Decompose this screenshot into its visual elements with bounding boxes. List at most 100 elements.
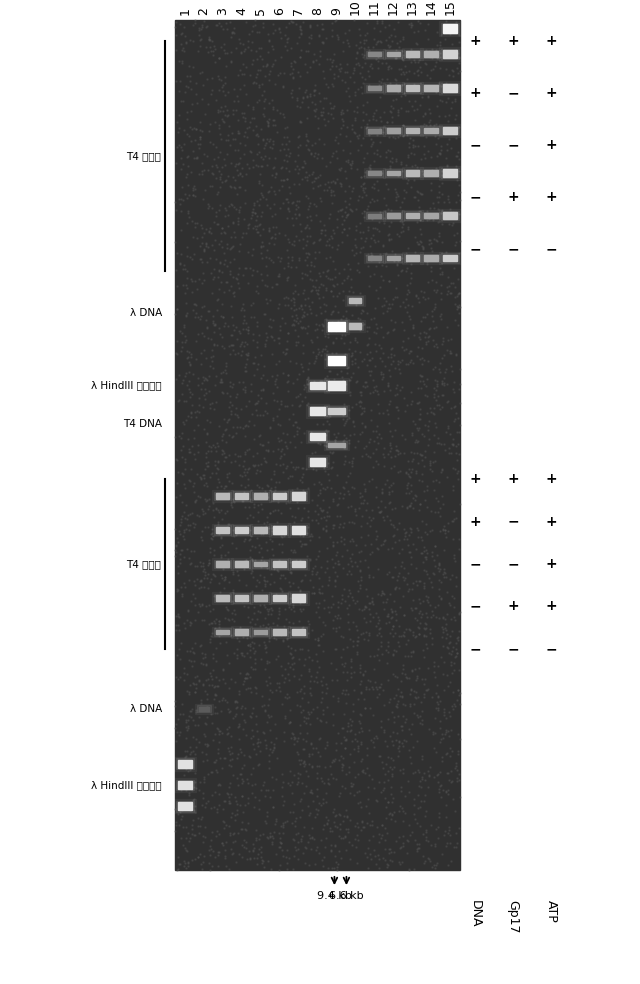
Point [337, 762, 347, 777]
Point [259, 732, 269, 748]
Point [193, 438, 204, 454]
Text: 13: 13 [406, 0, 419, 15]
Point [337, 757, 348, 772]
Point [317, 479, 328, 495]
Point [255, 463, 265, 479]
Point [273, 330, 283, 345]
Point [244, 499, 254, 515]
Point [341, 128, 351, 144]
Point [432, 373, 442, 389]
Point [348, 696, 358, 711]
Point [202, 738, 212, 754]
Point [243, 216, 253, 232]
Point [290, 730, 300, 746]
Point [205, 574, 215, 589]
Point [295, 20, 305, 35]
Point [350, 769, 360, 784]
Point [193, 377, 203, 393]
Point [252, 209, 262, 224]
Point [241, 670, 252, 686]
Point [269, 631, 279, 646]
Point [306, 840, 316, 856]
Point [304, 298, 314, 314]
Point [360, 598, 370, 614]
Point [222, 385, 232, 400]
Point [174, 84, 184, 99]
Point [319, 183, 329, 199]
Point [353, 193, 364, 209]
Point [413, 14, 423, 30]
Point [291, 92, 301, 107]
Point [273, 249, 283, 265]
Point [454, 606, 465, 622]
Point [358, 32, 369, 48]
Bar [328, 407, 345, 414]
Point [236, 767, 246, 782]
Point [301, 710, 312, 726]
Point [192, 151, 202, 166]
Point [220, 173, 230, 189]
Point [382, 326, 392, 341]
Point [352, 161, 362, 177]
Point [205, 443, 216, 459]
Point [305, 301, 316, 317]
Point [357, 814, 367, 830]
Point [173, 711, 183, 727]
Point [377, 71, 387, 87]
Point [387, 109, 397, 125]
Point [411, 600, 421, 616]
Point [258, 724, 268, 740]
Point [326, 230, 337, 246]
Point [262, 541, 272, 557]
Point [390, 687, 401, 703]
Point [377, 13, 387, 29]
Point [391, 189, 401, 205]
Point [360, 614, 371, 630]
Point [379, 440, 389, 456]
Point [177, 334, 188, 349]
Point [390, 130, 400, 146]
Point [404, 50, 414, 66]
Point [215, 171, 225, 187]
Point [252, 66, 262, 82]
Point [228, 338, 238, 353]
Point [284, 179, 294, 195]
Point [345, 464, 355, 480]
Point [185, 801, 195, 817]
Point [196, 638, 207, 653]
Point [254, 478, 264, 494]
Point [212, 102, 223, 118]
Bar [288, 626, 309, 639]
Point [418, 593, 428, 609]
Point [432, 677, 442, 693]
Point [447, 773, 458, 789]
Point [301, 485, 311, 501]
Point [296, 25, 306, 40]
Point [232, 162, 242, 178]
Point [200, 505, 210, 521]
Point [266, 567, 276, 583]
Point [287, 211, 298, 226]
Point [225, 406, 236, 422]
Point [424, 232, 434, 248]
Bar [420, 83, 442, 93]
Point [371, 679, 381, 695]
Point [328, 221, 339, 237]
Point [277, 788, 287, 804]
Point [383, 794, 393, 810]
Point [217, 110, 227, 126]
Point [252, 93, 262, 109]
Point [342, 411, 353, 427]
Point [373, 290, 383, 306]
Point [248, 75, 259, 91]
Point [415, 708, 426, 724]
Point [295, 68, 305, 84]
Point [321, 329, 331, 344]
Point [296, 667, 306, 683]
Point [189, 516, 200, 531]
Point [262, 489, 272, 505]
Point [384, 564, 394, 580]
Point [272, 125, 282, 141]
Point [378, 782, 388, 798]
Point [222, 721, 232, 737]
